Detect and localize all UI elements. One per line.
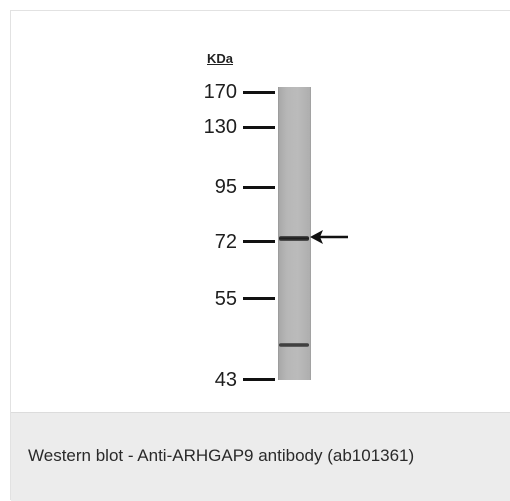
left-arrow-icon (310, 230, 348, 244)
marker-label-130: 130 (203, 116, 237, 138)
marker-tick-55 (243, 297, 275, 300)
marker-label-55: 55 (214, 288, 237, 310)
marker-label-72: 72 (214, 231, 237, 253)
main-band (279, 236, 309, 241)
unit-label: KDa (207, 51, 234, 66)
marker-tick-130 (243, 126, 275, 129)
marker-tick-95 (243, 186, 275, 189)
marker-label-43: 43 (214, 369, 237, 391)
marker-tick-170 (243, 91, 275, 94)
minor-band (279, 343, 309, 347)
marker-label-170: 170 (203, 81, 237, 103)
marker-tick-72 (243, 240, 275, 243)
image-caption: Western blot - Anti-ARHGAP9 antibody (ab… (28, 446, 415, 465)
western-blot-figure: KDa 170 130 95 72 55 43 (11, 11, 510, 412)
caption-bar: Western blot - Anti-ARHGAP9 antibody (ab… (11, 412, 510, 501)
marker-tick-43 (243, 378, 275, 381)
gel-lane (278, 87, 311, 380)
image-card: KDa 170 130 95 72 55 43 Western blot - A… (10, 10, 510, 501)
marker-label-95: 95 (214, 176, 237, 198)
